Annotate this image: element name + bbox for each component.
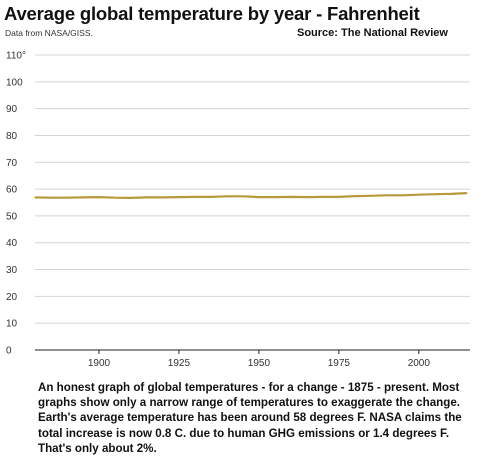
data-point (130, 197, 132, 199)
grid-lines (35, 54, 470, 324)
data-point (290, 196, 292, 198)
y-tick-label: 70 (6, 158, 18, 169)
y-tick-label: 90 (6, 104, 18, 115)
x-tick-labels: 1900 1925 1950 1975 2000 (88, 358, 431, 369)
temperature-series-line (34, 192, 467, 199)
axes (35, 349, 470, 354)
data-point (258, 196, 260, 198)
y-tick-label: 40 (6, 238, 18, 249)
caption-line: That's only about 2%. (38, 441, 157, 455)
y-tick-label: 10 (6, 319, 18, 330)
data-point (226, 195, 228, 197)
data-point (322, 196, 324, 198)
data-point (450, 193, 452, 195)
data-point (210, 196, 212, 198)
data-point (402, 194, 404, 196)
data-point (50, 197, 52, 199)
y-tick-label: 0 (6, 346, 12, 357)
caption-text: An honest graph of global temperatures -… (38, 380, 494, 456)
x-tick-label: 1900 (88, 358, 111, 369)
y-tick-label: 100 (6, 77, 23, 88)
data-point (114, 197, 116, 199)
series-layer (34, 192, 468, 199)
data-point (162, 196, 164, 199)
y-tick-label: 80 (6, 131, 18, 142)
data-point (66, 197, 68, 199)
x-tick-label: 2000 (408, 358, 431, 369)
caption-line: An honest graph of global temperatures -… (38, 381, 460, 394)
data-point (306, 196, 308, 198)
data-point (354, 195, 356, 197)
data-point (194, 196, 196, 198)
caption-line: total increase is now 0.8 C. due to huma… (38, 426, 450, 440)
data-point (418, 194, 420, 196)
data-point (466, 192, 468, 194)
data-point (386, 194, 388, 196)
data-point (370, 195, 372, 197)
caption-line: Earth's average temperature has been aro… (38, 411, 462, 425)
data-point (434, 193, 436, 195)
data-point (242, 195, 244, 197)
y-tick-label: 60 (6, 185, 18, 196)
y-tick-label: 30 (6, 265, 18, 276)
x-tick-label: 1925 (168, 358, 191, 369)
data-point (98, 196, 100, 198)
x-tick-label: 1975 (328, 358, 351, 369)
source-credit: Source: The National Review (297, 27, 448, 39)
data-point (146, 196, 148, 199)
data-source-note: Data from NASA/GISS. (5, 28, 93, 38)
data-point (338, 196, 340, 198)
data-point (34, 196, 36, 199)
caption-line: graphs show only a narrow range of tempe… (38, 396, 460, 410)
x-tick-label: 1950 (248, 358, 271, 369)
chart-title: Average global temperature by year - Fah… (4, 3, 420, 24)
y-tick-label: 50 (6, 211, 18, 222)
data-point (178, 196, 180, 198)
y-tick-labels: 0 10 20 30 40 50 60 70 80 90 100 110° (6, 51, 26, 357)
y-tick-label: 110° (6, 51, 26, 62)
data-point (274, 196, 276, 198)
y-tick-label: 20 (6, 292, 18, 303)
data-point (82, 196, 84, 199)
